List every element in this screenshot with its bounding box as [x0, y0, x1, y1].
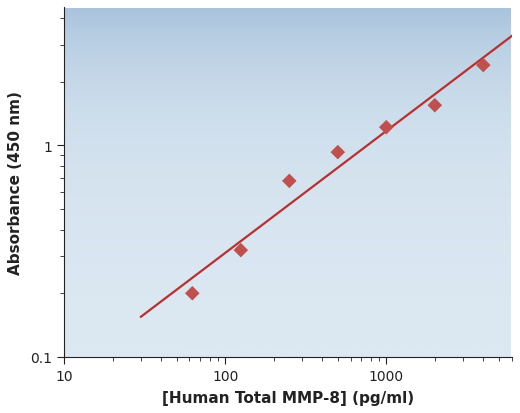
Point: [188, 290, 197, 297]
Point: [479, 63, 487, 69]
Point: [237, 247, 245, 254]
X-axis label: [Human Total MMP-8] (pg/ml): [Human Total MMP-8] (pg/ml): [162, 390, 414, 405]
Point: [431, 103, 439, 109]
Point: [285, 178, 293, 185]
Point: [382, 125, 391, 131]
Y-axis label: Absorbance (450 nm): Absorbance (450 nm): [8, 91, 23, 274]
Point: [334, 150, 342, 156]
